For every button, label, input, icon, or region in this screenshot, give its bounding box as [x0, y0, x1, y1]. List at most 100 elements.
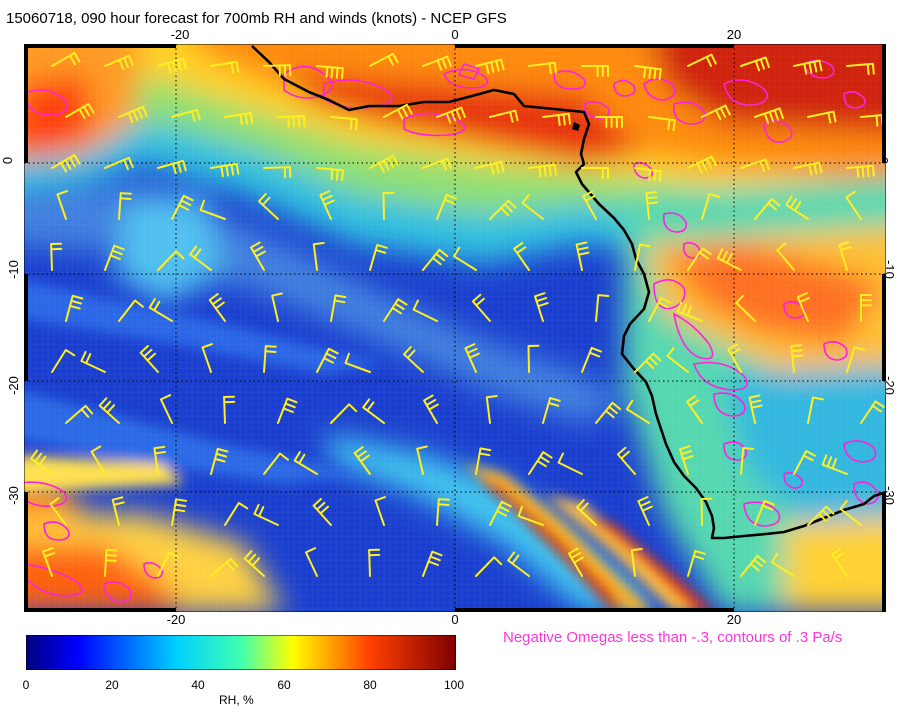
- wind-barb: [171, 108, 201, 122]
- wind-barb: [785, 195, 809, 220]
- wind-barb: [118, 105, 148, 124]
- wind-barb: [243, 550, 265, 577]
- wind-barb: [576, 499, 597, 526]
- wind-barb: [581, 167, 609, 179]
- wind-barb: [51, 154, 81, 173]
- wind-barb: [224, 111, 254, 126]
- wind-barb: [485, 395, 498, 424]
- wind-barb: [575, 241, 590, 271]
- wind-barb: [846, 164, 875, 179]
- wind-barb: [316, 65, 344, 80]
- colorbar-label: RH, %: [219, 693, 254, 707]
- wind-barb: [793, 59, 823, 75]
- wind-barb: [648, 116, 676, 132]
- wind-barb: [727, 343, 742, 373]
- wind-barb: [821, 454, 848, 475]
- wind-barb: [171, 194, 194, 220]
- wind-barb: [839, 500, 862, 526]
- wind-barb: [735, 294, 756, 322]
- wind-barb: [740, 56, 770, 72]
- wind-barbs: [30, 52, 886, 577]
- colorbar-tick-80: 80: [363, 678, 377, 692]
- wind-barb: [595, 116, 623, 128]
- wind-barb: [807, 110, 837, 124]
- wind-barb: [271, 292, 283, 322]
- wind-barb: [353, 446, 371, 475]
- wind-barb: [189, 245, 212, 271]
- bottom-tick-lon-0: 0: [451, 612, 459, 627]
- wind-barb: [686, 395, 703, 424]
- left-tick-lat-minus10: -10: [5, 260, 21, 279]
- wind-barb: [111, 496, 125, 526]
- wind-barb: [793, 450, 816, 475]
- wind-barb: [382, 191, 395, 220]
- wind-barb: [436, 193, 457, 220]
- wind-barb: [701, 193, 721, 220]
- wind-barb: [148, 298, 173, 322]
- top-tick-lon-0: 0: [451, 27, 459, 42]
- wind-barb: [153, 445, 166, 475]
- wind-barb: [831, 548, 848, 577]
- wind-barb: [807, 505, 835, 526]
- bottom-tick-lon-west20: -20: [166, 612, 186, 627]
- wind-barb: [277, 115, 306, 128]
- wind-barb: [199, 199, 226, 220]
- wind-barb: [475, 447, 492, 475]
- wind-barb: [208, 293, 226, 322]
- wind-barb: [344, 352, 371, 373]
- wind-barb: [846, 346, 866, 373]
- wind-barb: [648, 297, 671, 322]
- wind-barb: [471, 293, 491, 322]
- top-tick-lon-east20: 20: [726, 27, 742, 42]
- wind-barb: [157, 159, 187, 175]
- wind-barb: [305, 547, 318, 577]
- wind-barb: [422, 55, 452, 71]
- wind-barb: [542, 397, 561, 424]
- wind-barb: [716, 248, 742, 271]
- colorbar-tick-0: 0: [22, 678, 30, 692]
- wind-barb: [374, 496, 386, 526]
- wind-barb: [748, 394, 763, 424]
- wind-barb: [790, 344, 804, 373]
- wind-barb: [253, 503, 279, 526]
- wind-barb: [171, 498, 187, 526]
- wind-barb: [740, 158, 770, 172]
- wind-barb: [56, 190, 68, 220]
- wind-barb: [475, 556, 503, 577]
- wind-barb: [224, 502, 249, 526]
- left-tick-lat-minus20: -20: [5, 376, 21, 395]
- wind-barb: [210, 557, 239, 577]
- wind-barb: [634, 65, 662, 81]
- wind-barb: [223, 395, 236, 424]
- wind-barb: [513, 242, 530, 271]
- wind-barb: [700, 497, 713, 526]
- wind-barb: [277, 397, 298, 424]
- wind-barb: [293, 451, 318, 475]
- wind-barb: [489, 500, 512, 526]
- wind-barb: [464, 343, 480, 373]
- wind-barb: [637, 496, 653, 526]
- wind-barb: [687, 247, 712, 271]
- wind-barb: [793, 161, 823, 176]
- wind-barb: [568, 547, 584, 577]
- wind-barb: [701, 104, 731, 121]
- wind-barb: [50, 242, 63, 271]
- wind-barb: [676, 301, 703, 322]
- wind-barb: [139, 345, 159, 373]
- wind-barb: [369, 52, 399, 67]
- map-border: [24, 44, 886, 612]
- wind-barb: [534, 292, 549, 322]
- wind-barb: [98, 397, 120, 424]
- wind-barb: [316, 167, 344, 182]
- wind-barb: [157, 551, 180, 577]
- wind-barb: [626, 399, 650, 424]
- wind-barb: [157, 250, 185, 271]
- wind-barb: [369, 154, 399, 173]
- wind-barb: [422, 248, 449, 271]
- wind-barb: [860, 294, 872, 322]
- wind-barb: [776, 242, 795, 271]
- wind-barb: [368, 548, 381, 577]
- wind-barb: [860, 400, 885, 424]
- wind-barb: [436, 498, 450, 526]
- wind-barb: [263, 64, 292, 77]
